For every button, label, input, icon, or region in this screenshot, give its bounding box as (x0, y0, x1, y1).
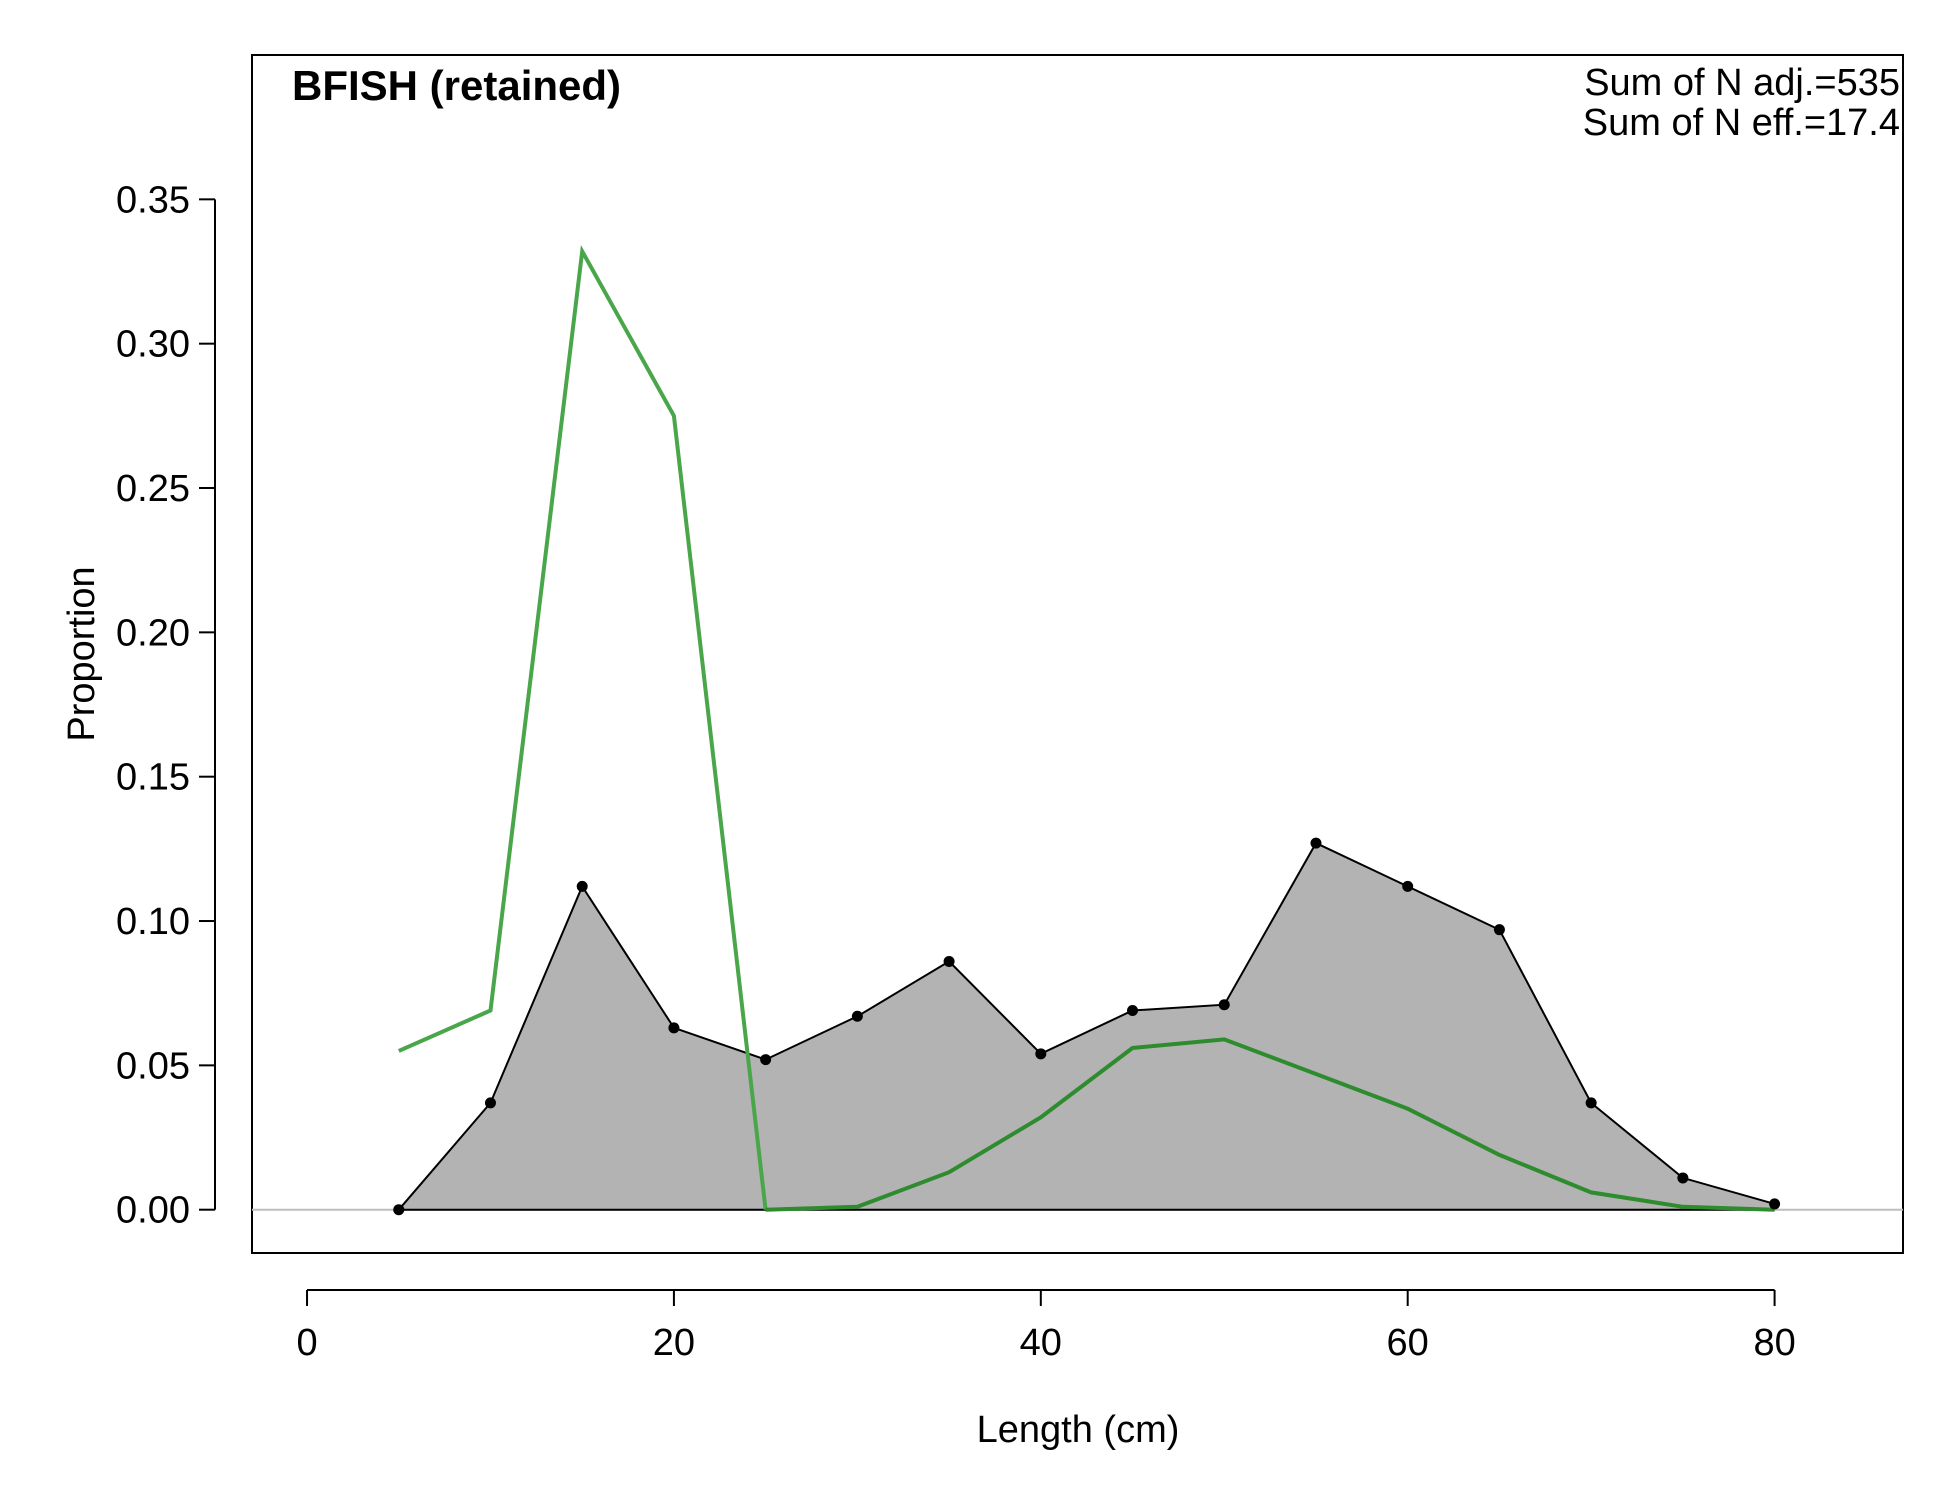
y-tick-label-1: 0.05 (116, 1045, 190, 1087)
x-tick-label-0: 0 (296, 1322, 317, 1364)
observed-point-15 (576, 880, 588, 892)
observed-point-45 (1127, 1005, 1139, 1017)
x-tick-label-80: 80 (1753, 1322, 1795, 1364)
annotation-n-adj: Sum of N adj.=535 (1584, 62, 1900, 104)
y-tick-label-3: 0.15 (116, 757, 190, 799)
expected-line-2 (765, 1037, 1775, 1212)
y-axis: 0.00 0.05 0.10 0.15 0.20 0.25 0.30 0.35 (116, 179, 216, 1232)
observed-point-75 (1677, 1172, 1689, 1184)
x-tick-label-60: 60 (1387, 1322, 1429, 1364)
y-tick-label-4: 0.20 (116, 612, 190, 654)
observed-point-20 (668, 1022, 680, 1034)
y-tick-label-7: 0.35 (116, 179, 190, 221)
y-tick-label-2: 0.10 (116, 901, 190, 943)
x-tick-label-40: 40 (1020, 1322, 1062, 1364)
observed-point-80 (1769, 1198, 1781, 1210)
observed-area-fill (398, 843, 1775, 1210)
observed-point-10 (484, 1097, 496, 1109)
expected-lines-group (397, 244, 1775, 1212)
chart-title: BFISH (retained) (292, 62, 621, 109)
observed-area-group (398, 841, 1775, 1211)
y-tick-label-5: 0.25 (116, 468, 190, 510)
observed-point-60 (1402, 880, 1414, 892)
observed-points-group (393, 837, 1781, 1216)
expected-line-1 (397, 244, 768, 1210)
observed-point-65 (1493, 924, 1505, 936)
observed-point-25 (760, 1054, 772, 1066)
observed-point-35 (943, 955, 955, 967)
observed-point-70 (1585, 1097, 1597, 1109)
x-axis-label: Length (cm) (977, 1409, 1180, 1451)
x-axis: 0 20 40 60 80 (296, 1289, 1796, 1364)
y-tick-label-6: 0.30 (116, 324, 190, 366)
observed-point-5 (393, 1204, 405, 1216)
annotation-n-eff: Sum of N eff.=17.4 (1583, 102, 1900, 144)
y-axis-label: Proportion (61, 566, 103, 741)
observed-point-30 (851, 1010, 863, 1022)
x-tick-label-20: 20 (653, 1322, 695, 1364)
observed-point-40 (1035, 1048, 1047, 1060)
observed-line (398, 841, 1775, 1211)
y-tick-label-0: 0.00 (116, 1190, 190, 1232)
observed-point-50 (1218, 999, 1230, 1011)
plot-frame (251, 54, 1904, 1254)
observed-point-55 (1310, 837, 1322, 849)
